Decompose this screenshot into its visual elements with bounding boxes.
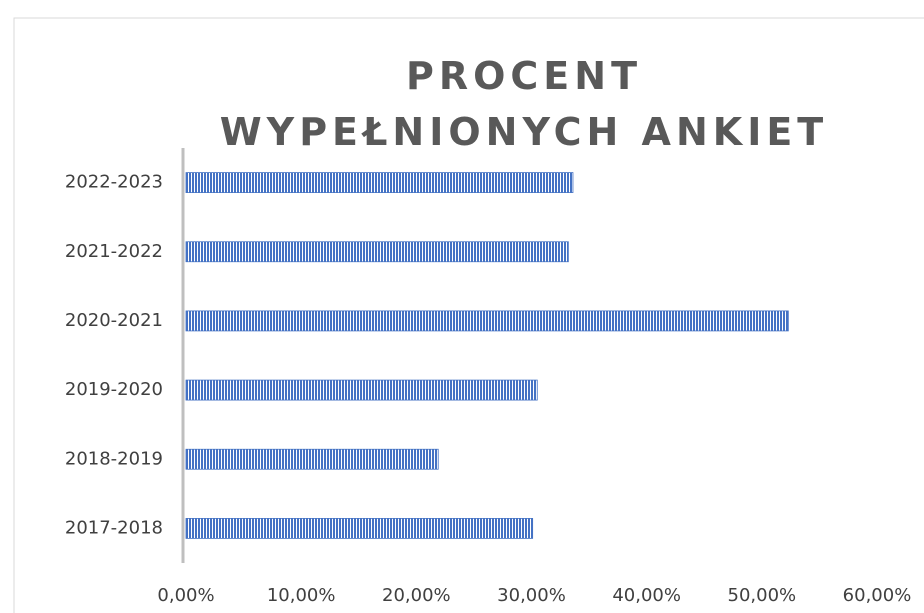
y-tick-label: 2022-2023 <box>65 172 163 193</box>
x-tick-label: 0,00% <box>157 585 214 606</box>
x-tick-label: 20,00% <box>382 585 451 606</box>
bar <box>185 241 569 263</box>
y-tick-label: 2020-2021 <box>65 310 163 331</box>
y-tick-label: 2021-2022 <box>65 241 163 262</box>
x-tick-label: 30,00% <box>497 585 566 606</box>
x-tick-label: 40,00% <box>612 585 681 606</box>
y-tick-label: 2019-2020 <box>65 379 163 400</box>
x-tick-label: 50,00% <box>728 585 797 606</box>
y-tick-label: 2018-2019 <box>65 448 163 469</box>
bar <box>185 310 789 332</box>
chart-border <box>13 17 924 613</box>
chart-title: PROCENT WYPEŁNIONYCH ANKIET <box>219 54 829 154</box>
bar <box>185 448 439 470</box>
y-tick-label: 2017-2018 <box>65 517 163 538</box>
x-tick-label: 10,00% <box>267 585 336 606</box>
bar <box>185 518 534 539</box>
bar <box>185 172 574 193</box>
bar <box>185 379 538 401</box>
x-tick-label: 60,00% <box>843 585 912 606</box>
